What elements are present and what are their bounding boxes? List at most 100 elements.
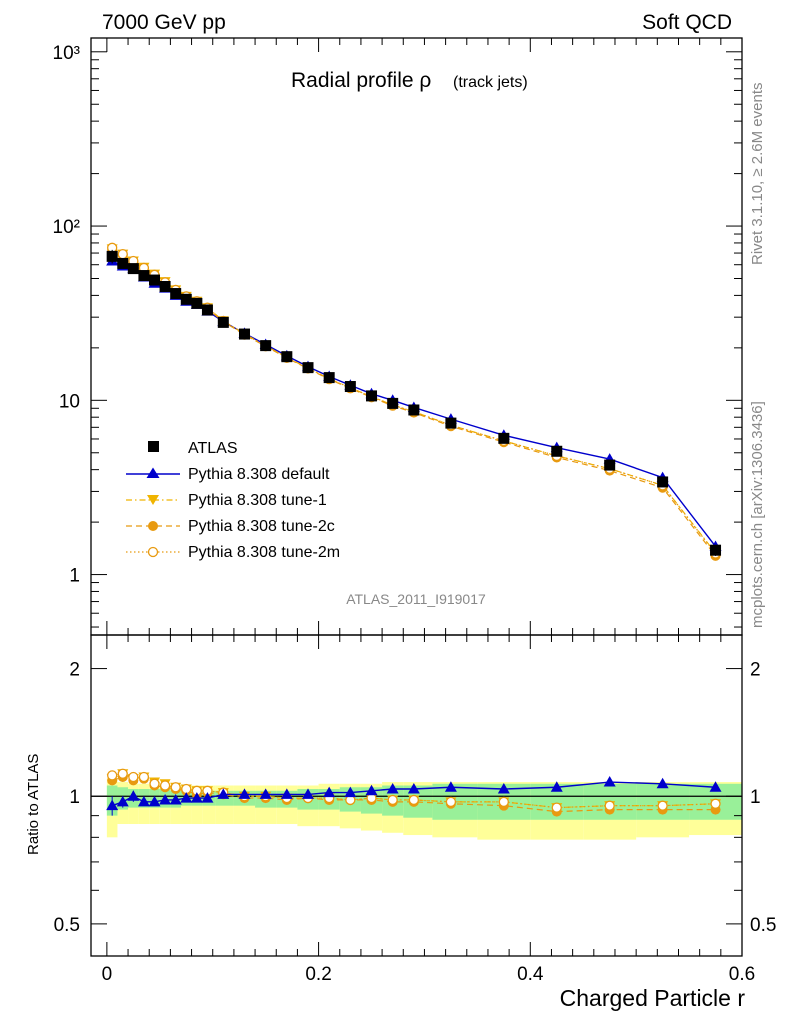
legend-marker-tune1 [147, 495, 159, 505]
main-atlas-point [551, 445, 563, 457]
ratio-y-tick-label-right: 1 [750, 787, 761, 808]
main-atlas-point [180, 293, 192, 305]
legend-label-default: Pythia 8.308 default [188, 466, 330, 483]
main-atlas-point [281, 351, 293, 363]
ratio-tune2m-point [128, 771, 139, 783]
main-atlas-point [302, 362, 314, 374]
source-label: mcplots.cern.ch [arXiv:1306.3436] [749, 401, 766, 628]
ratio-tune2m-point [107, 770, 118, 781]
ratio-tune2m-point [498, 796, 509, 807]
ratio-default-point [127, 790, 140, 801]
ratio-default-point [386, 783, 399, 794]
main-atlas-point [604, 459, 616, 471]
ratio-default-point [302, 788, 314, 799]
ratio-default-point [180, 792, 193, 803]
legend-item-tune2m: Pythia 8.308 tune-2m [126, 544, 340, 561]
ratio-default-point [159, 793, 172, 805]
ratio-default-point [344, 786, 357, 798]
main-atlas-point [657, 476, 669, 488]
main-atlas-point [149, 274, 161, 286]
main-atlas-point [159, 280, 171, 292]
main-y-tick-label: 10 [59, 391, 80, 412]
main-atlas-point [201, 304, 213, 316]
ratio-default-point [217, 788, 230, 799]
main-tune2m-point [117, 248, 128, 260]
main-atlas-point [710, 544, 722, 556]
plot-subtitle: (track jets) [453, 74, 528, 91]
main-series [106, 242, 722, 561]
main-atlas-point [445, 417, 457, 429]
main-y-tick-label: 10² [53, 217, 80, 238]
ratio-default-point [137, 795, 150, 807]
ratio-tune2m-point [604, 800, 615, 811]
ratio-default-point [148, 795, 161, 807]
legend-label-atlas: ATLAS [188, 440, 238, 457]
ratio-default-point [656, 777, 669, 789]
ratio-tune1-line [111, 773, 716, 809]
ratio-default-point [407, 783, 420, 794]
main-atlas-point [323, 372, 335, 384]
main-atlas-point [387, 397, 399, 409]
main-atlas-point [238, 328, 250, 340]
ratio-series [106, 768, 722, 817]
ratio-default-point [106, 799, 119, 811]
axis-ticks: 0 0.2 0.4 0.6 1 10 10² 10³ 0.5 0.5 1 1 2 2 [53, 38, 776, 985]
ratio-y-tick-label: 2 [69, 660, 80, 681]
main-y-tick-label: 1 [69, 566, 80, 587]
ratio-default-point [497, 783, 510, 794]
ratio-tune2m-point [387, 794, 398, 806]
ratio-tune2m-point [551, 802, 562, 813]
ratio-default-point [323, 786, 336, 798]
ratio-y-tick-label: 1 [69, 787, 80, 808]
ratio-tune2m-point [657, 800, 668, 811]
legend: ATLAS Pythia 8.308 default Pythia 8.308 … [126, 440, 340, 561]
main-atlas-point [366, 390, 378, 402]
plot-title: Radial profile ρ [291, 69, 431, 92]
ratio-default-point [444, 781, 457, 792]
ratio-default-point [238, 788, 251, 799]
ratio-tune2m-point [138, 771, 150, 783]
legend-item-tune1: Pythia 8.308 tune-1 [126, 492, 327, 509]
main-atlas-point [408, 404, 420, 416]
ratio-y-axis-title: Ratio to ATLAS [25, 754, 42, 855]
ratio-tune2m-point [149, 778, 160, 789]
plot-frames [90, 37, 743, 957]
legend-item-tune2c: Pythia 8.308 tune-2c [126, 518, 335, 535]
legend-item-default: Pythia 8.308 default [126, 466, 330, 483]
ratio-tune2m-point [710, 798, 721, 809]
main-atlas-point [106, 250, 118, 262]
main-atlas-point [191, 297, 203, 309]
legend-label-tune2m: Pythia 8.308 tune-2m [188, 544, 340, 561]
main-atlas-point [217, 316, 229, 328]
rivet-version-label: Rivet 3.1.10, ≥ 2.6M events [749, 83, 766, 266]
main-atlas-point [498, 432, 510, 444]
ratio-default-point [280, 788, 293, 799]
legend-label-tune2c: Pythia 8.308 tune-2c [188, 518, 335, 535]
legend-marker-atlas [148, 441, 159, 452]
legend-item-atlas: ATLAS [148, 440, 238, 457]
ratio-default-point [550, 781, 563, 792]
ratio-tune2m-point [117, 768, 128, 779]
main-atlas-point [138, 270, 150, 282]
ratio-default-point [603, 776, 616, 787]
ratio-y-tick-label-right: 2 [750, 660, 761, 681]
ratio-default-point [709, 781, 722, 792]
ratio-default-point [365, 784, 378, 796]
ratio-default-point [169, 793, 182, 805]
analysis-label: ATLAS_2011_I919017 [346, 591, 486, 607]
ratio-default-point [201, 792, 214, 803]
legend-marker-default [146, 467, 160, 478]
ratio-default-point [190, 792, 203, 803]
ratio-tune2m-point [408, 794, 420, 806]
ratio-tune2m-point [170, 782, 181, 793]
legend-marker-tune2c [148, 521, 158, 531]
x-tick-label: 0.4 [517, 964, 544, 985]
main-atlas-point [170, 288, 182, 300]
main-atlas-point [344, 381, 356, 393]
legend-marker-tune2m [147, 546, 159, 558]
ratio-tune2m-point [445, 796, 457, 807]
header-category: Soft QCD [642, 11, 732, 34]
x-tick-label: 0.2 [305, 964, 331, 985]
x-tick-label: 0 [102, 964, 113, 985]
ratio-panel-frame [90, 634, 743, 957]
